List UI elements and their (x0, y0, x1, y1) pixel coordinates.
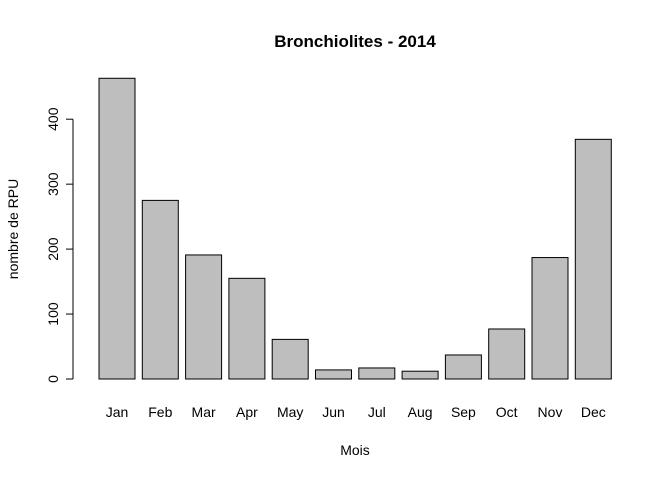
y-tick-label: 400 (45, 107, 61, 131)
bar-nov (531, 257, 569, 380)
bar-dec (574, 138, 612, 380)
bar-jun (315, 369, 352, 380)
bar-sep (444, 354, 482, 380)
bar-jul (358, 367, 396, 380)
x-tick-label-nov: Nov (538, 404, 563, 420)
bar-apr (228, 277, 266, 380)
x-tick-label-may: May (277, 404, 303, 420)
x-tick-label-feb: Feb (148, 404, 172, 420)
category-labels: Jan Feb Mar Apr May Jun Jul Aug Sep Oct Nov Dec (106, 404, 606, 420)
chart-title: Bronchiolites - 2014 (274, 32, 436, 51)
y-tick-label: 0 (45, 375, 61, 383)
x-tick-label-jul: Jul (368, 404, 386, 420)
y-tick-label: 200 (45, 237, 61, 261)
bars-group (98, 77, 612, 380)
x-tick-label-sep: Sep (451, 404, 476, 420)
x-tick-label-dec: Dec (581, 404, 606, 420)
x-axis-label: Mois (340, 442, 370, 458)
y-axis: 0 100 200 300 400 (45, 107, 74, 383)
x-tick-label-aug: Aug (408, 404, 433, 420)
bar-jan (98, 77, 136, 380)
y-axis-label: nombre de RPU (5, 179, 21, 279)
x-tick-label-mar: Mar (192, 404, 216, 420)
bar-feb (141, 199, 179, 380)
x-tick-label-oct: Oct (496, 404, 518, 420)
bar-may (271, 338, 309, 380)
x-tick-label-apr: Apr (236, 404, 258, 420)
y-tick-label: 300 (45, 172, 61, 196)
x-tick-label-jan: Jan (106, 404, 129, 420)
y-tick-label: 100 (45, 302, 61, 326)
x-tick-label-jun: Jun (322, 404, 345, 420)
bar-mar (185, 254, 223, 380)
bar-aug (401, 370, 439, 380)
bar-oct (488, 328, 526, 380)
